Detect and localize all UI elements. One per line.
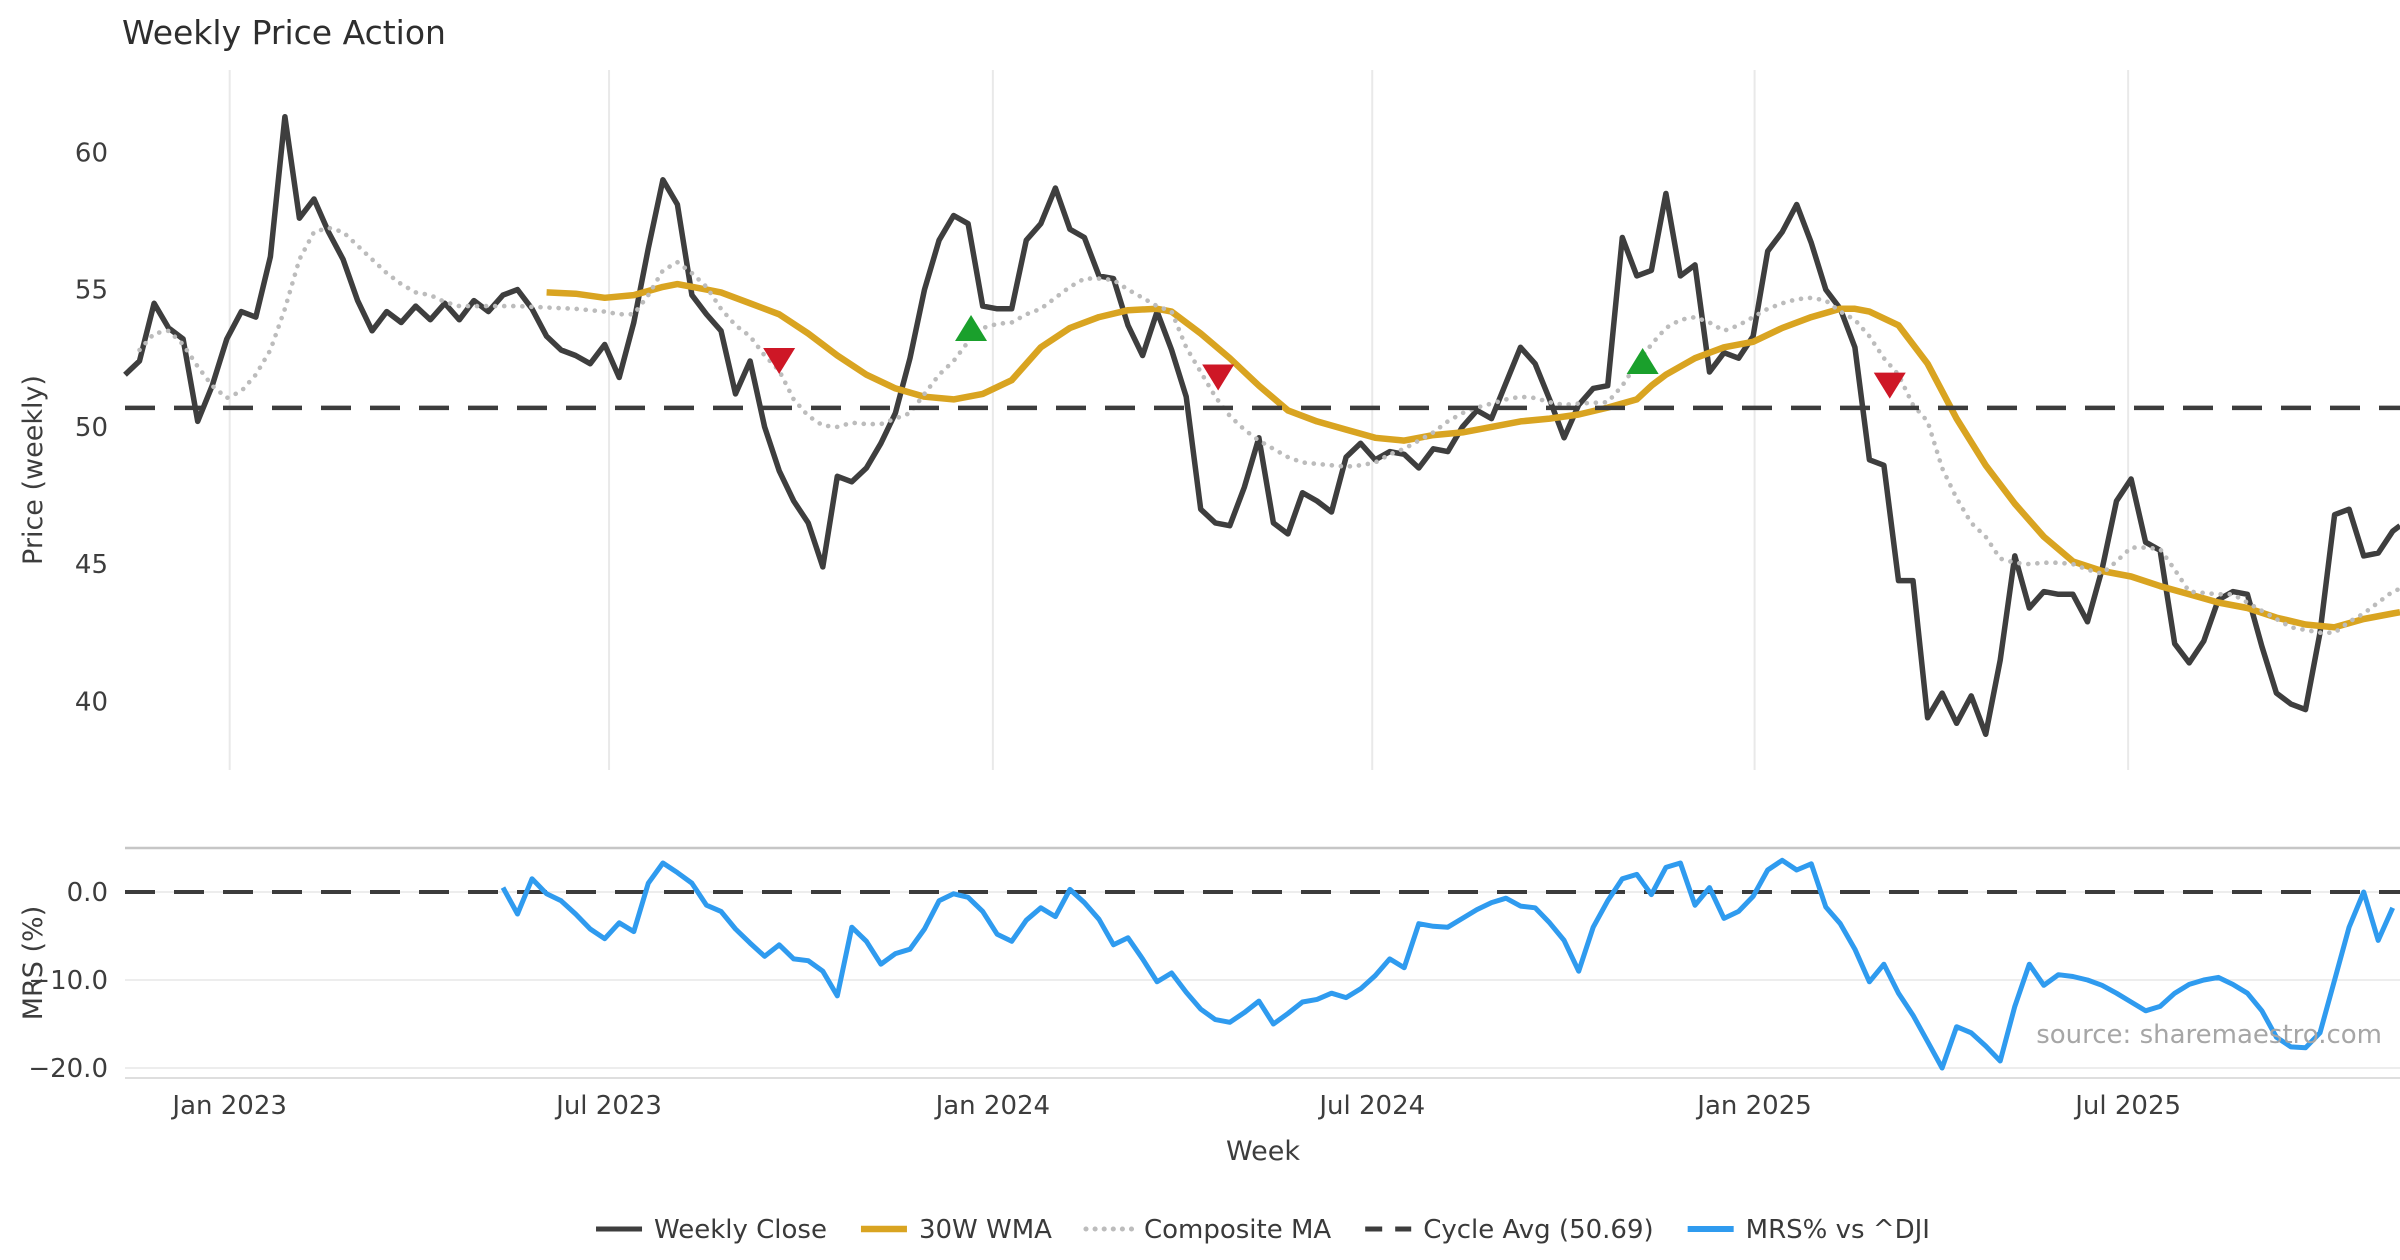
series-weekly-close [123, 113, 2400, 738]
price-ytick-label: 50 [75, 413, 108, 443]
xtick-label: Jul 2023 [554, 1091, 662, 1121]
mrs-panel-series [125, 857, 2400, 1071]
triangle-up-marker [955, 315, 988, 342]
chart-title: Weekly Price Action [122, 13, 446, 52]
legend-label: Composite MA [1144, 1215, 1331, 1245]
legend: Weekly Close 30W WMA Composite MA Cycle Avg… [596, 1215, 1930, 1245]
mrs-y-axis-label: MRS (%) [18, 906, 49, 1021]
triangle-down-marker [1873, 372, 1906, 399]
legend-item: Composite MA [1083, 1215, 1331, 1245]
mrs-panel-ytick-labels: 0.0 −10.0 −20.0 [28, 878, 108, 1084]
legend-item: Weekly Close [596, 1215, 827, 1245]
xtick-label: Jan 2023 [170, 1091, 287, 1121]
xtick-label: Jul 2024 [1317, 1091, 1425, 1121]
legend-item: Cycle Avg (50.69) [1365, 1215, 1654, 1245]
price-ytick-label: 60 [75, 138, 108, 168]
series-mrs-percent [500, 857, 2395, 1071]
legend-label: Cycle Avg (50.69) [1423, 1215, 1653, 1245]
triangle-down-marker [1202, 364, 1235, 391]
source-watermark: source: sharemaestro.com [2036, 1020, 2382, 1050]
mrs-ytick-label: −10.0 [28, 966, 108, 996]
series-30w-wma [546, 280, 2400, 631]
price-panel-gridlines [228, 70, 2130, 770]
price-panel-series [123, 113, 2400, 738]
legend-item: 30W WMA [860, 1215, 1052, 1245]
price-y-axis-label: Price (weekly) [18, 375, 49, 565]
xtick-label: Jan 2025 [1695, 1091, 1812, 1121]
xtick-label: Jan 2024 [934, 1091, 1051, 1121]
mrs-ytick-label: 0.0 [67, 878, 108, 908]
price-ytick-label: 55 [75, 276, 108, 306]
xtick-labels: Jan 2023 Jul 2023 Jan 2024 Jul 2024 Jan 2025… [170, 1091, 2181, 1121]
legend-item: MRS% vs ^DJI [1687, 1215, 1930, 1245]
mrs-panel-gridlines [125, 846, 2400, 1079]
legend-label: 30W WMA [919, 1215, 1052, 1245]
price-ytick-label: 40 [75, 687, 108, 717]
xtick-label: Jul 2025 [2073, 1091, 2181, 1121]
price-panel-ytick-labels: 60 55 50 45 40 [75, 138, 108, 717]
series-composite-ma [137, 225, 2400, 636]
price-panel-signal-markers [763, 315, 1906, 399]
triangle-up-marker [1626, 347, 1659, 374]
mrs-ytick-label: −20.0 [28, 1054, 108, 1084]
price-ytick-label: 45 [75, 550, 108, 580]
legend-label: Weekly Close [654, 1215, 827, 1245]
legend-label: MRS% vs ^DJI [1746, 1215, 1930, 1245]
triangle-down-marker [763, 347, 796, 374]
x-axis-label: Week [1226, 1136, 1300, 1167]
